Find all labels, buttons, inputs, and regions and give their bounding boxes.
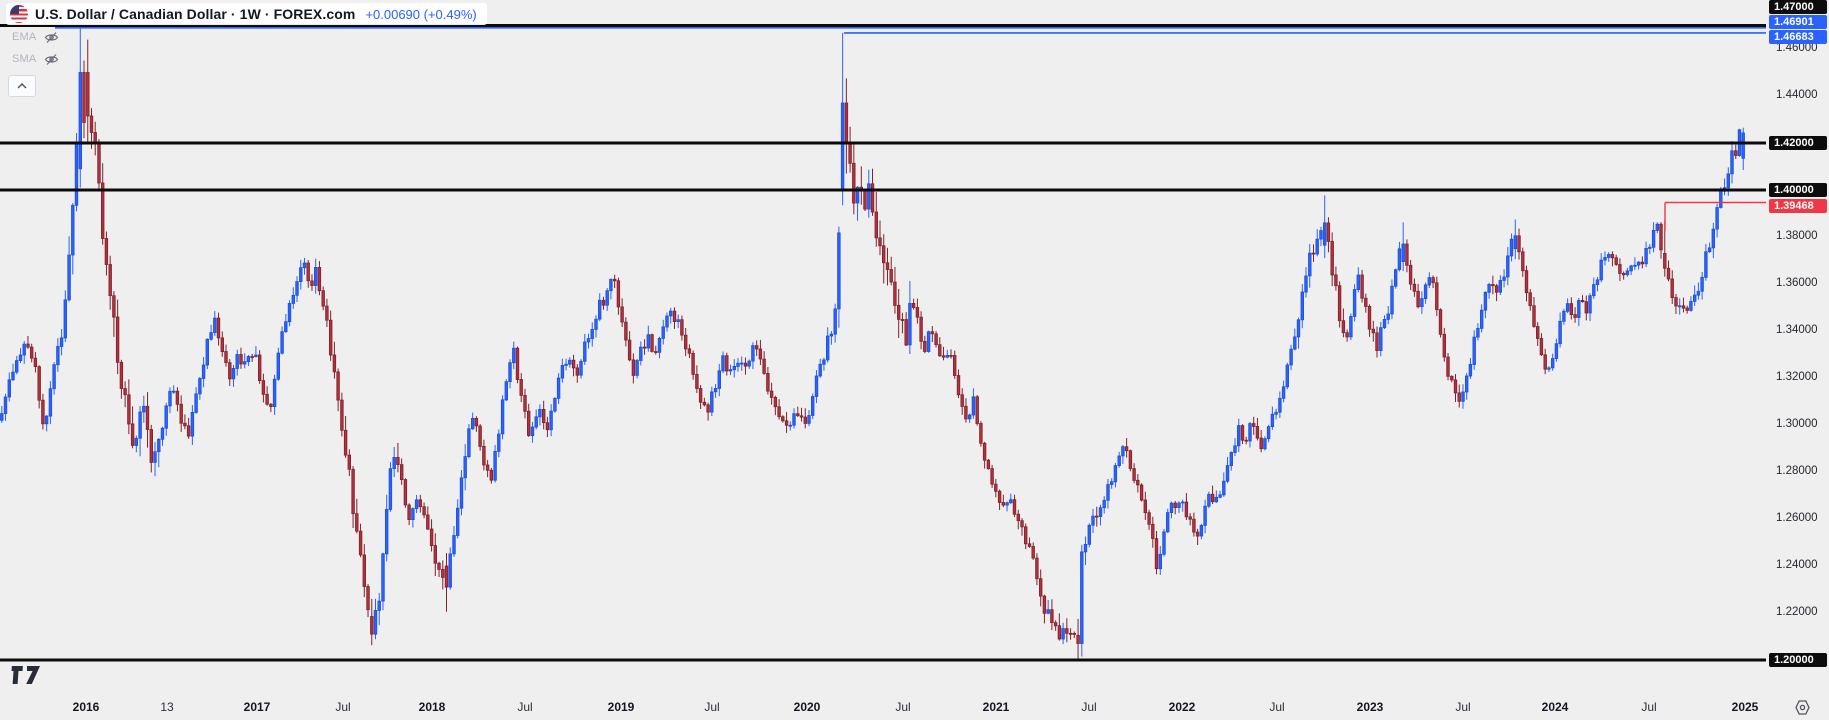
symbol-header[interactable]: U.S. Dollar / Canadian Dollar · 1W · FOR… — [6, 3, 487, 25]
y-axis-tick: 1.22000 — [1776, 606, 1818, 618]
x-axis-tick: 2017 — [243, 700, 271, 714]
time-axis[interactable]: 2016 13 2017 Jul 2018 Jul 2019 Jul 2020 Jul 2021 Ju… — [0, 693, 1829, 720]
x-axis-tick: 2018 — [418, 700, 446, 714]
axis-settings-icon[interactable] — [1794, 699, 1811, 716]
price-level-label: 1.46901 — [1769, 15, 1827, 29]
y-axis-tick: 1.44000 — [1776, 89, 1818, 101]
y-axis-tick: 1.28000 — [1776, 465, 1818, 477]
price-chart[interactable] — [0, 0, 1766, 693]
symbol-title[interactable]: U.S. Dollar / Canadian Dollar · 1W · FOR… — [35, 6, 356, 22]
y-axis-tick: 1.24000 — [1776, 559, 1818, 571]
x-axis-tick: 2016 — [72, 700, 100, 714]
price-level-label: 1.39468 — [1769, 199, 1827, 213]
x-axis-tick: Jul — [335, 700, 351, 714]
y-axis-tick: 1.26000 — [1776, 512, 1818, 524]
x-axis-tick: Jul — [895, 700, 911, 714]
y-axis-tick: 1.32000 — [1776, 371, 1818, 383]
y-axis-tick: 1.46000 — [1776, 42, 1818, 54]
symbol-change: +0.00690 (+0.49%) — [365, 6, 477, 22]
eye-off-icon[interactable] — [44, 53, 59, 66]
x-axis-tick: Jul — [517, 700, 533, 714]
legend-collapse-button[interactable] — [8, 75, 36, 97]
x-axis-tick: 2022 — [1168, 700, 1196, 714]
x-axis-tick: 2024 — [1541, 700, 1569, 714]
x-axis-tick: 2025 — [1731, 700, 1759, 714]
y-axis-tick: 1.34000 — [1776, 324, 1818, 336]
x-axis-tick: Jul — [1081, 700, 1097, 714]
symbol-legend: U.S. Dollar / Canadian Dollar · 1W · FOR… — [6, 3, 487, 97]
x-axis-tick: 2019 — [607, 700, 635, 714]
us-flag-icon — [10, 5, 28, 23]
y-axis-tick: 1.30000 — [1776, 418, 1818, 430]
candlestick-series — [0, 27, 1745, 659]
price-level-label: 1.40000 — [1769, 183, 1827, 197]
price-level-label: 1.46683 — [1769, 30, 1827, 44]
x-axis-tick: Jul — [1455, 700, 1471, 714]
chevron-up-icon — [17, 83, 27, 89]
x-axis-tick: 2023 — [1356, 700, 1384, 714]
price-level-label: 1.20000 — [1769, 653, 1827, 667]
indicator-row-ema[interactable]: EMA — [12, 27, 487, 47]
indicator-row-sma[interactable]: SMA — [12, 49, 487, 69]
price-axis[interactable]: 1.46000 1.44000 1.38000 1.36000 1.34000 1.320… — [1766, 0, 1829, 693]
indicator-label: SMA — [12, 53, 37, 65]
eye-off-icon[interactable] — [44, 31, 59, 44]
tradingview-logo[interactable] — [10, 664, 56, 686]
price-level-label: 1.47000 — [1769, 0, 1827, 14]
x-axis-tick: Jul — [1269, 700, 1285, 714]
x-axis-tick: 2020 — [793, 700, 821, 714]
x-axis-tick: Jul — [704, 700, 720, 714]
y-axis-tick: 1.38000 — [1776, 230, 1818, 242]
x-axis-tick: Jul — [1641, 700, 1657, 714]
price-level-label: 1.42000 — [1769, 136, 1827, 150]
y-axis-tick: 1.36000 — [1776, 277, 1818, 289]
indicator-label: EMA — [12, 31, 37, 43]
x-axis-tick: 13 — [160, 700, 174, 714]
x-axis-tick: 2021 — [982, 700, 1010, 714]
